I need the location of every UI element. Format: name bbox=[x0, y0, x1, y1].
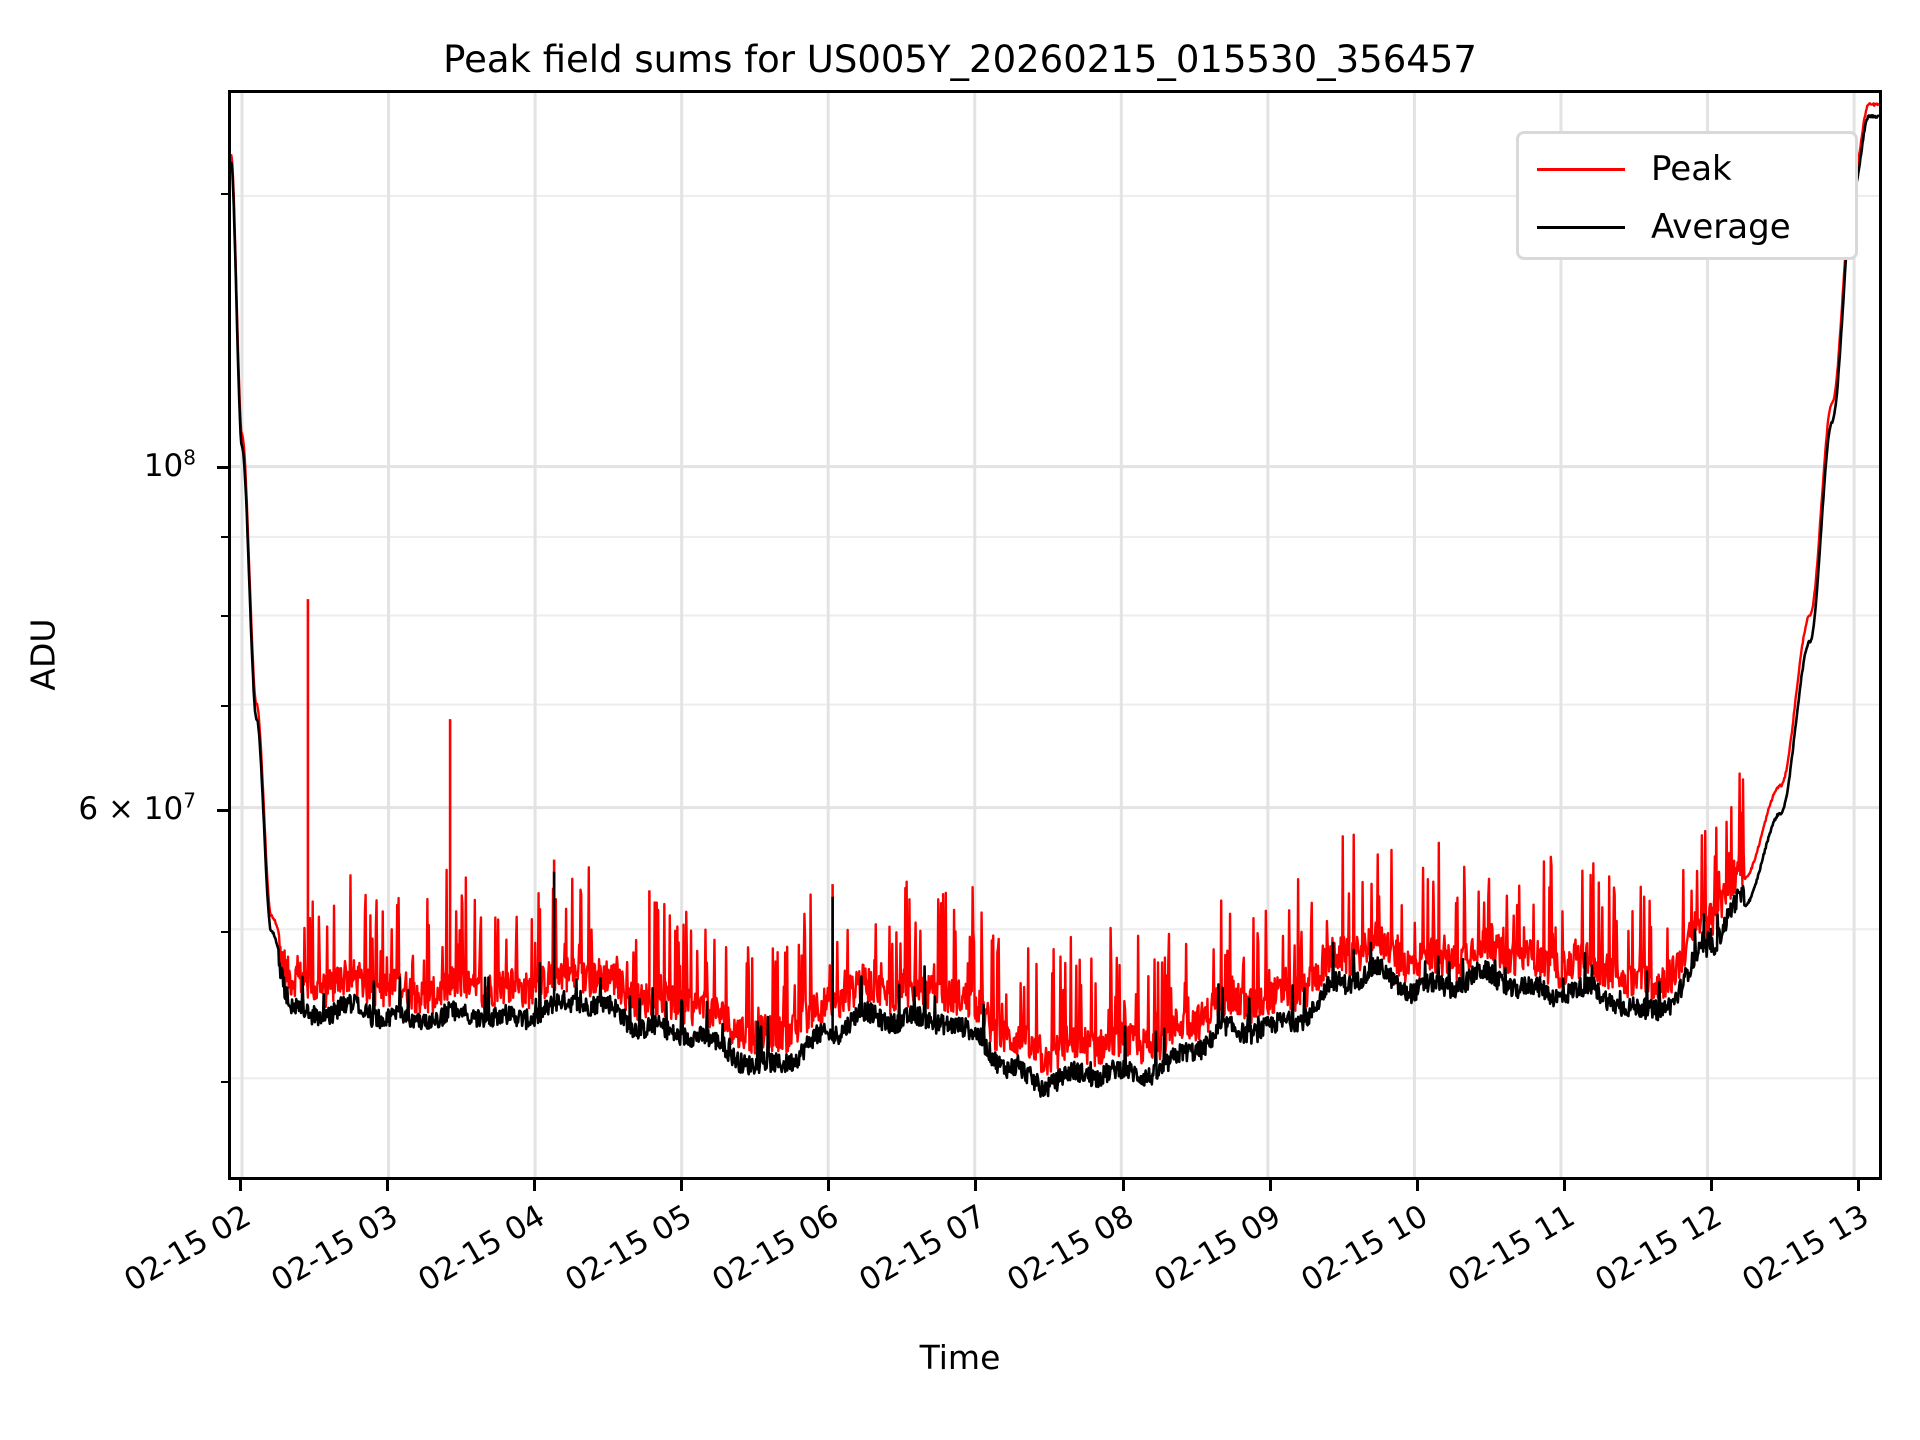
y-axis-label: ADU bbox=[23, 618, 63, 691]
y-axis-minor-tick-mark bbox=[221, 193, 228, 196]
x-axis-tick-mark bbox=[1856, 1180, 1860, 1191]
x-axis-tick-mark bbox=[386, 1180, 390, 1191]
y-axis-minor-tick-mark bbox=[221, 1080, 228, 1083]
y-axis-minor-tick-mark bbox=[221, 705, 228, 708]
legend-label: Peak bbox=[1651, 149, 1732, 189]
legend-label: Average bbox=[1651, 207, 1791, 247]
x-axis-tick-mark bbox=[1709, 1180, 1713, 1191]
legend-entry: Peak bbox=[1519, 140, 1855, 198]
plot-area bbox=[228, 90, 1882, 1180]
x-axis-tick-mark bbox=[974, 1180, 978, 1191]
x-axis-tick-mark bbox=[1121, 1180, 1125, 1191]
x-axis-tick-mark bbox=[1268, 1180, 1272, 1191]
y-axis-tick-label: 108 bbox=[143, 445, 196, 484]
data-series-layer bbox=[231, 102, 1879, 1098]
x-axis-tick-mark bbox=[680, 1180, 684, 1191]
x-axis-tick-mark bbox=[827, 1180, 831, 1191]
legend-swatch-average bbox=[1537, 225, 1625, 229]
page-title: Peak field sums for US005Y_20260215_0155… bbox=[443, 38, 1477, 81]
y-axis-tick-label: 6 × 107 bbox=[78, 788, 196, 827]
x-axis-tick-mark bbox=[1562, 1180, 1566, 1191]
y-axis-minor-tick-mark bbox=[221, 536, 228, 539]
x-axis-tick-mark bbox=[533, 1180, 537, 1191]
x-axis-label: Time bbox=[919, 1338, 1001, 1377]
y-axis-minor-tick-mark bbox=[221, 615, 228, 618]
y-axis-tick-mark bbox=[217, 465, 228, 469]
x-axis-tick-mark bbox=[1415, 1180, 1419, 1191]
legend-swatch-peak bbox=[1537, 167, 1625, 171]
legend[interactable]: Peak Average bbox=[1516, 131, 1858, 260]
y-axis-minor-tick-mark bbox=[221, 930, 228, 933]
x-axis-tick-mark bbox=[239, 1180, 243, 1191]
y-axis-tick-mark bbox=[217, 808, 228, 812]
legend-entry: Average bbox=[1519, 198, 1855, 256]
